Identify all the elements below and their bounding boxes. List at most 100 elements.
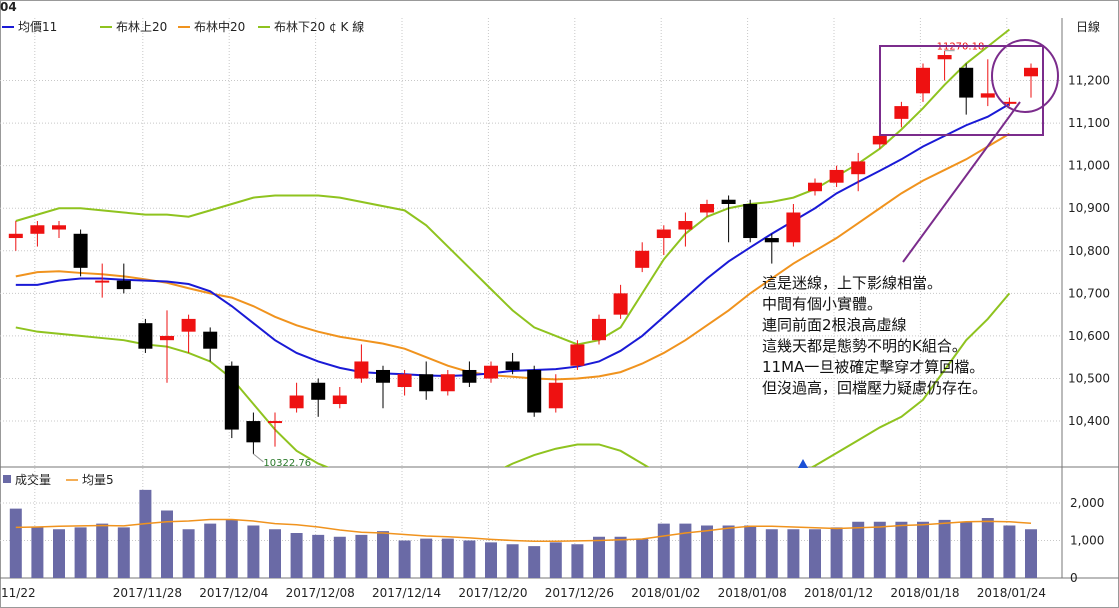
candle-body bbox=[1002, 101, 1017, 104]
candle-body bbox=[937, 55, 952, 60]
date-tick-label: 2017/11/28 bbox=[113, 586, 182, 600]
volume-bar bbox=[1025, 529, 1037, 578]
candle-body bbox=[592, 318, 606, 341]
annotation-text-line: 連同前面2根浪高虛線 bbox=[762, 316, 907, 334]
volume-bar bbox=[485, 542, 497, 578]
candle-body bbox=[484, 365, 498, 379]
candle-body bbox=[462, 369, 477, 383]
candle-body bbox=[570, 344, 585, 366]
candle-body bbox=[656, 229, 671, 239]
volume-bar bbox=[593, 536, 605, 578]
candle-body bbox=[138, 323, 153, 349]
period-label: 日線 bbox=[1076, 19, 1100, 34]
candle-body bbox=[980, 93, 995, 98]
annotation-text-line: 這幾天都是態勢不明的K組合。 bbox=[762, 337, 967, 355]
date-tick-label: 2017/12/20 bbox=[458, 586, 527, 600]
volume-bar bbox=[161, 510, 173, 578]
corner-label: 04 bbox=[0, 0, 17, 14]
candle-body bbox=[224, 365, 239, 430]
price-tick-label: 11,000 bbox=[1068, 159, 1110, 173]
volume-bar bbox=[701, 525, 713, 578]
candle-body bbox=[872, 135, 887, 145]
volume-bar bbox=[441, 538, 454, 578]
date-tick-label: 2017/12/14 bbox=[372, 586, 441, 600]
candle-body bbox=[635, 250, 650, 268]
annotation-text-line: 11MA一旦被確定擊穿才算回檔。 bbox=[762, 358, 984, 376]
legend-label: 成交量 bbox=[15, 472, 51, 487]
volume-bar bbox=[74, 527, 87, 578]
volume-bar bbox=[960, 521, 973, 578]
volume-bar bbox=[117, 527, 130, 578]
date-tick-label: 2018/01/02 bbox=[631, 586, 700, 600]
candle-body bbox=[332, 395, 347, 405]
candle-body bbox=[203, 331, 218, 349]
bollinger-mid-line bbox=[15, 132, 1010, 381]
volume-bar bbox=[895, 521, 908, 578]
bollinger-lower-line bbox=[15, 292, 1011, 467]
low-value-label: 10322.76 bbox=[263, 458, 311, 469]
date-tick-label: 2018/01/08 bbox=[718, 586, 787, 600]
candle-body bbox=[376, 369, 390, 383]
volume-bar bbox=[333, 536, 346, 578]
volume-bar bbox=[9, 508, 22, 578]
low-pointer bbox=[253, 453, 264, 463]
candle-body bbox=[160, 335, 174, 341]
candle-body bbox=[808, 182, 822, 192]
volume-bar bbox=[312, 534, 325, 578]
volume-bar bbox=[398, 540, 411, 578]
volume-bar bbox=[873, 521, 886, 578]
candles bbox=[8, 50, 1038, 454]
volume-bar bbox=[938, 519, 951, 578]
volume-ma5-line bbox=[15, 518, 1032, 542]
annotation-text-line: 但沒過高，回檔壓力疑慮仍存在。 bbox=[762, 379, 987, 397]
legend-label: 均價11 bbox=[18, 20, 57, 34]
volume-bar bbox=[744, 525, 757, 578]
price-tick-label: 10,700 bbox=[1068, 286, 1110, 300]
volume-bar bbox=[981, 518, 994, 578]
volume-bar bbox=[679, 523, 692, 578]
volume-tick-label: 2,000 bbox=[1070, 496, 1104, 510]
volume-bar bbox=[355, 534, 368, 578]
candle-body bbox=[721, 199, 736, 204]
candle-body bbox=[829, 169, 844, 183]
volume-bar bbox=[830, 527, 843, 578]
candle-body bbox=[527, 369, 542, 413]
candle-body bbox=[786, 212, 801, 243]
volume-bar bbox=[204, 523, 217, 578]
price-tick-label: 10,900 bbox=[1068, 201, 1110, 215]
volume-bar bbox=[765, 529, 778, 578]
candle-body bbox=[289, 395, 304, 409]
candle-body bbox=[116, 280, 131, 290]
marker-triangle bbox=[798, 459, 808, 468]
volume-bar bbox=[31, 527, 44, 578]
candle-body bbox=[30, 225, 45, 234]
date-tick-label: 2018/01/12 bbox=[804, 586, 873, 600]
volume-bar bbox=[506, 544, 519, 578]
grid-layer bbox=[0, 18, 1119, 579]
volume-bar bbox=[247, 525, 260, 578]
bollinger-upper-line bbox=[15, 28, 1011, 346]
volume-bar bbox=[549, 542, 562, 578]
volume-bar bbox=[290, 533, 303, 578]
volume-bar bbox=[269, 529, 281, 578]
candle-body bbox=[894, 106, 909, 119]
candle-body bbox=[959, 67, 974, 98]
date-tick-label: 2017/12/26 bbox=[545, 586, 614, 600]
volume-bar bbox=[809, 529, 821, 578]
volume-bar bbox=[225, 519, 238, 578]
price-tick-label: 10,600 bbox=[1068, 329, 1110, 343]
legend-swatch bbox=[3, 475, 11, 483]
volume-bar bbox=[852, 521, 865, 578]
candle-body bbox=[268, 421, 282, 424]
candle-body bbox=[440, 374, 455, 392]
candle-body bbox=[181, 318, 196, 332]
date-tick-label: 2017/12/08 bbox=[286, 586, 355, 600]
volume-bar bbox=[614, 536, 627, 578]
volume-bar bbox=[571, 544, 584, 578]
volume-bar bbox=[1003, 525, 1016, 578]
annotation-pointer bbox=[902, 101, 1021, 263]
legend-label: 布林上20 bbox=[116, 20, 167, 34]
candle-body bbox=[8, 233, 23, 239]
